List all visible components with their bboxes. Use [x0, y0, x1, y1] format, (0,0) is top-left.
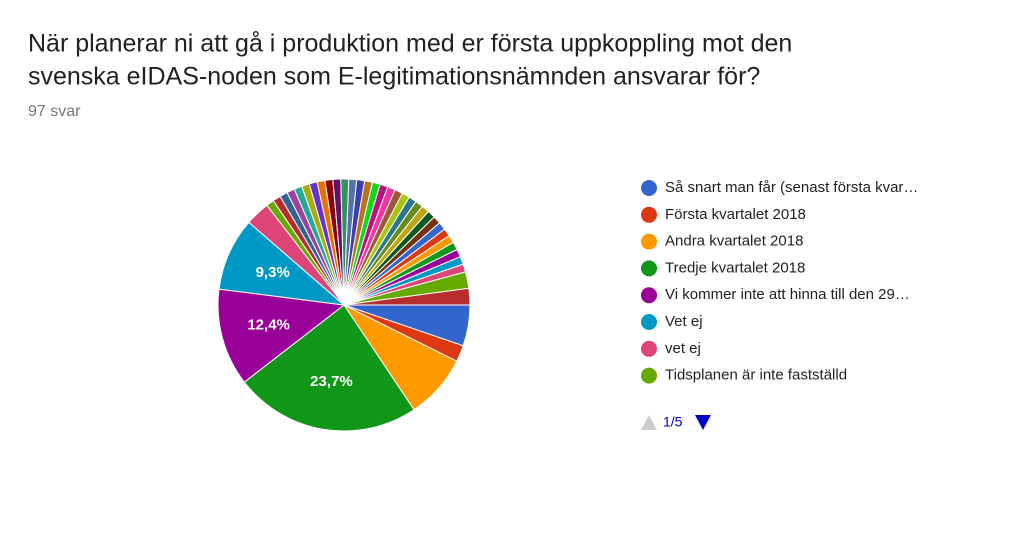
legend-label: Vet ej: [665, 313, 703, 330]
legend-label: Vi kommer inte att hinna till den 29…: [665, 286, 910, 303]
legend-swatch: [641, 314, 657, 330]
page-indicator: 1/5: [663, 414, 683, 430]
prev-page[interactable]: [641, 415, 657, 430]
data-label: 9,3%: [256, 264, 290, 281]
legend-swatch: [641, 367, 657, 384]
legend-label: vet ej: [665, 340, 701, 357]
legend-label: Första kvartalet 2018: [665, 206, 806, 223]
next-page[interactable]: [695, 415, 711, 430]
chart-title: När planerar ni att gå i produktion med …: [28, 30, 792, 58]
legend-swatch: [641, 180, 657, 196]
pager: 1/5: [641, 414, 711, 430]
legend-swatch: [641, 340, 657, 357]
legend-label: Andra kvartalet 2018: [665, 233, 803, 250]
data-label: 12,4%: [247, 317, 290, 334]
pie-slice: [343, 287, 471, 306]
chart-title: svenska eIDAS-noden som E-legitimationsn…: [28, 63, 760, 91]
legend-label: Tredje kvartalet 2018: [665, 259, 805, 276]
legend-swatch: [641, 260, 657, 277]
legend-label: Tidsplanen är inte fastställd: [665, 367, 847, 384]
legend-swatch: [641, 233, 657, 250]
legend-label: Så snart man får (senast första kvar…: [665, 179, 918, 196]
legend-swatch: [641, 287, 657, 304]
response-count: 97 svar: [28, 103, 81, 120]
pie-slice: [217, 288, 346, 383]
legend-swatch: [641, 206, 657, 223]
pie-slice: [243, 304, 415, 432]
data-label: 23,7%: [310, 373, 353, 390]
